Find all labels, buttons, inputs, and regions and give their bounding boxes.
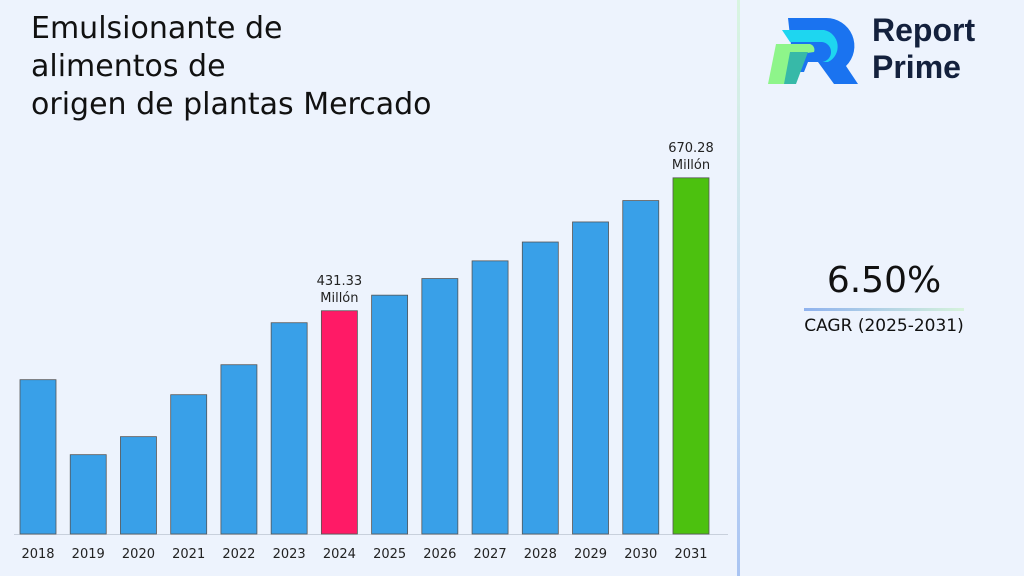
cagr-underline [804, 308, 964, 311]
bar-2020 [120, 436, 157, 535]
x-tick-label: 2031 [674, 547, 707, 562]
brand-line: Report [872, 12, 976, 48]
x-tick-label: 2019 [72, 547, 105, 562]
bar-2022 [220, 364, 258, 535]
title-line: Emulsionante de [31, 11, 283, 46]
title-line: alimentos de [31, 49, 226, 84]
x-tick-label: 2021 [172, 547, 205, 562]
bar-2029 [572, 221, 609, 535]
x-tick-label: 2024 [323, 547, 356, 562]
data-label: Millón [672, 158, 710, 173]
x-tick-label: 2025 [373, 547, 406, 562]
bar-2018 [19, 379, 57, 535]
x-tick-label: 2020 [122, 547, 155, 562]
chart-title: Emulsionante de alimentos de origen de p… [31, 10, 432, 124]
x-tick-label: 2030 [624, 547, 657, 562]
x-tick-label: 2029 [574, 547, 607, 562]
x-tick-label: 2023 [273, 547, 306, 562]
data-label: Millón [320, 291, 358, 306]
bar-2027 [471, 260, 509, 535]
bar-2026 [421, 278, 459, 535]
bar-2019 [69, 454, 107, 535]
x-tick-label: 2022 [222, 547, 255, 562]
bar-2031 [672, 177, 710, 535]
bar-2030 [622, 200, 660, 535]
x-tick-label: 2028 [524, 547, 557, 562]
x-tick-label: 2026 [423, 547, 456, 562]
x-tick-label: 2018 [21, 547, 54, 562]
cagr-label: CAGR (2025-2031) [804, 316, 964, 336]
data-label: 670.28 [668, 141, 714, 156]
report-prime-logo-icon [768, 17, 858, 84]
cagr-value: 6.50% [826, 260, 942, 301]
bar-2028 [521, 241, 559, 535]
divider [737, 0, 740, 576]
bar-2021 [170, 394, 208, 535]
brand-line: Prime [872, 49, 961, 85]
data-label: 431.33 [317, 274, 363, 289]
title-line: origen de plantas Mercado [31, 87, 432, 122]
x-tick-label: 2027 [474, 547, 507, 562]
bar-2025 [371, 294, 409, 535]
bar-2024 [320, 310, 358, 535]
bar-2023 [270, 322, 308, 535]
brand-name: Report Prime [872, 12, 975, 86]
bar-chart: 2018 2019 2020 2021 2022 2023 2024 431.33 Millón… [14, 141, 728, 562]
